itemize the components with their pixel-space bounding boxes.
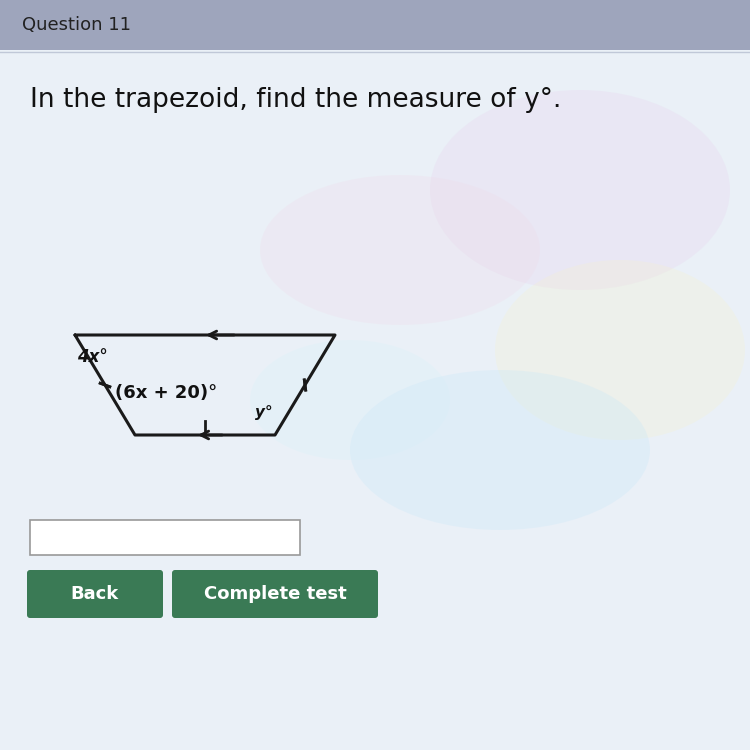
Bar (0, 0, 750, 50)
Ellipse shape (495, 260, 745, 440)
Ellipse shape (350, 370, 650, 530)
Text: In the trapezoid, find the measure of y°.: In the trapezoid, find the measure of y°… (30, 87, 561, 113)
Ellipse shape (250, 340, 450, 460)
Text: Complete test: Complete test (203, 585, 346, 603)
Ellipse shape (430, 90, 730, 290)
Text: y°: y° (255, 406, 273, 421)
Text: 4x°: 4x° (77, 348, 108, 366)
Text: (6x + 20)°: (6x + 20)° (115, 384, 218, 402)
Text: Back: Back (70, 585, 119, 603)
FancyBboxPatch shape (172, 570, 378, 618)
Text: Question 11: Question 11 (22, 16, 131, 34)
FancyBboxPatch shape (27, 570, 163, 618)
FancyBboxPatch shape (30, 520, 300, 555)
Ellipse shape (260, 175, 540, 325)
